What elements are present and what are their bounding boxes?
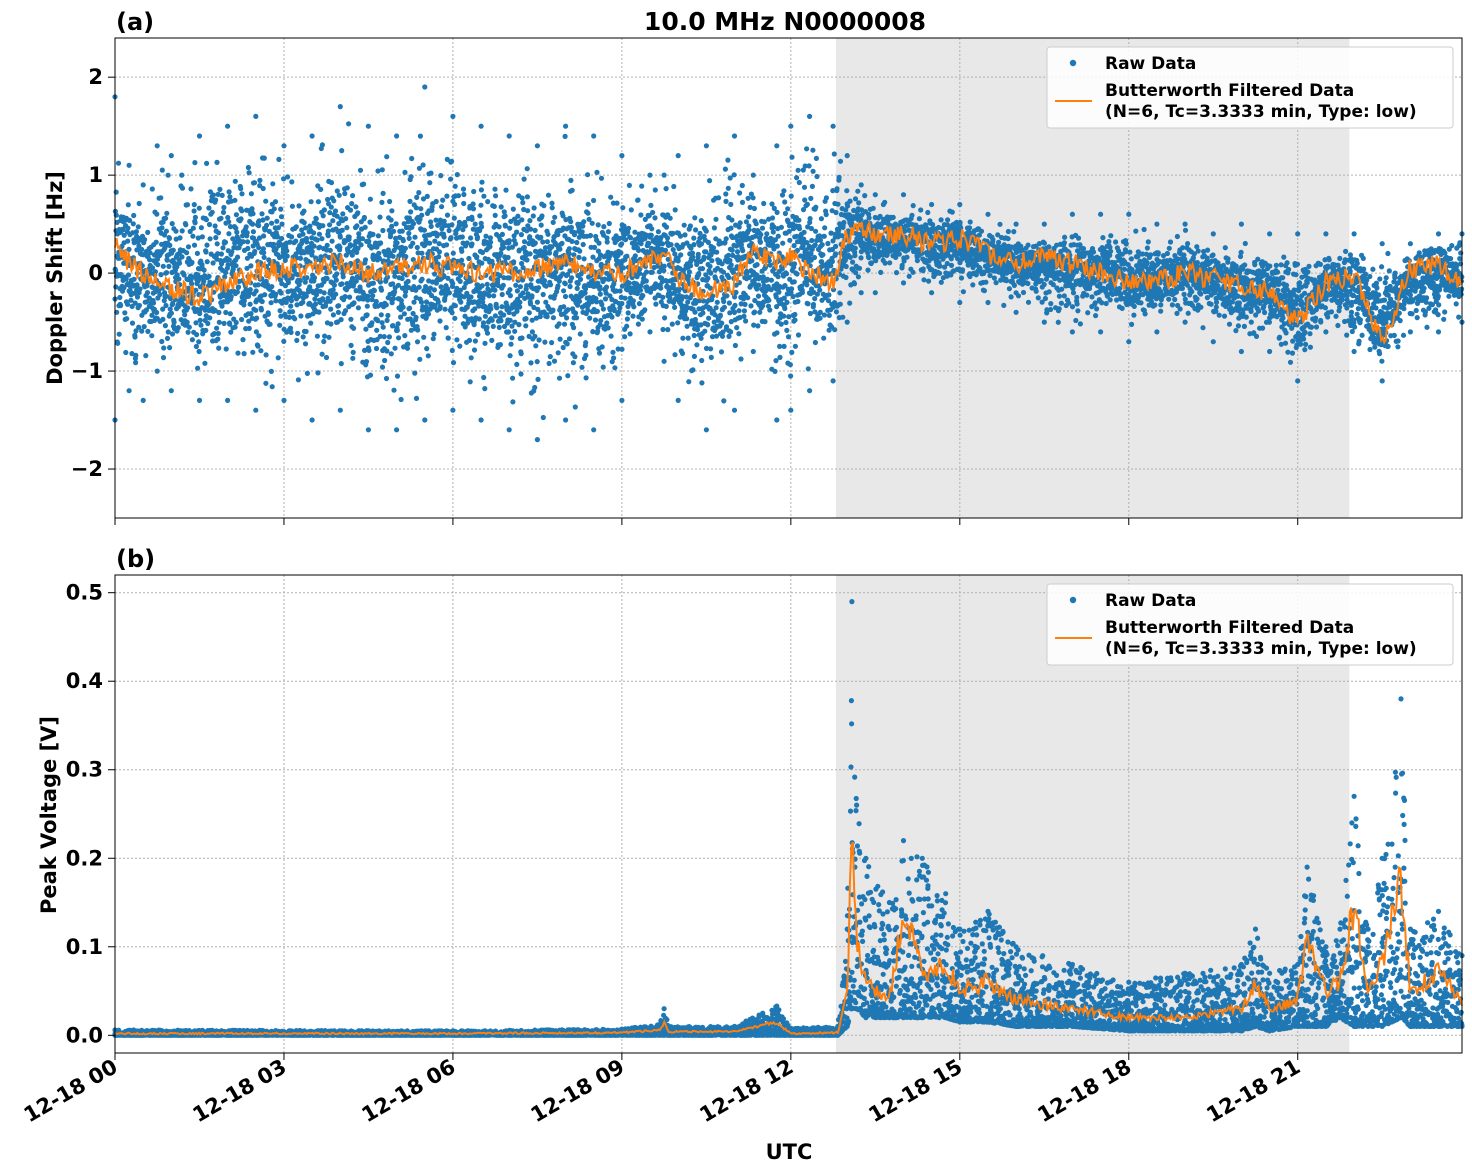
figure-title: 10.0 MHz N0000008 [644, 7, 926, 36]
panel-a-legend-filtered-label-line2: (N=6, Tc=3.3333 min, Type: low) [1105, 102, 1417, 122]
panel-b-legend: Raw Data Butterworth Filtered Data (N=6,… [1046, 583, 1454, 666]
panel-a-filtered-line [114, 219, 1463, 345]
y-tick-label: 2 [88, 65, 103, 89]
panel-a-legend-raw-label: Raw Data [1105, 54, 1196, 74]
panel-b-filtered-line [114, 841, 1463, 1036]
y-tick-label: −1 [71, 359, 103, 383]
panel-a-label: (a) [116, 8, 154, 36]
y-tick-label: −2 [71, 457, 103, 481]
panel-a-legend-raw-marker [1069, 59, 1077, 67]
y-tick-label: 0.3 [66, 758, 103, 782]
panel-b-label: (b) [116, 545, 155, 573]
panel-b-legend-filtered-label-line2: (N=6, Tc=3.3333 min, Type: low) [1105, 639, 1417, 659]
panel-a-ylabel: Doppler Shift [Hz] [43, 171, 67, 385]
y-tick-label: 0.1 [66, 935, 103, 959]
y-tick-label: 0.0 [66, 1023, 103, 1047]
panel-b: 0.00.10.20.30.40.5 12-18 00 12-18 03 12-18… [20, 545, 1465, 1164]
y-tick-label: 1 [88, 163, 103, 187]
panel-a-y-ticks: −2 −1 0 1 2 [71, 65, 115, 481]
panel-a-x-ticks [114, 518, 1299, 525]
panel-b-legend-raw-label: Raw Data [1105, 591, 1196, 611]
panel-b-x-ticks: 12-18 00 12-18 03 12-18 06 12-18 09 12-18 12… [20, 1053, 1304, 1128]
x-tick-label: 12-18 06 [358, 1055, 460, 1128]
panel-a-frame [114, 37, 1463, 519]
x-tick-label: 12-18 00 [20, 1055, 122, 1128]
x-tick-label: 12-18 21 [1202, 1055, 1304, 1128]
x-tick-label: 12-18 15 [864, 1055, 966, 1128]
y-tick-label: 0 [88, 261, 103, 285]
x-tick-label: 12-18 09 [527, 1055, 629, 1128]
panel-a-legend: Raw Data Butterworth Filtered Data (N=6,… [1046, 46, 1454, 129]
panel-a-legend-filtered-label-line1: Butterworth Filtered Data [1105, 81, 1354, 101]
panel-b-legend-raw-marker [1069, 596, 1077, 604]
panel-b-frame [114, 574, 1463, 1054]
panel-b-y-ticks: 0.0 0.1 0.2 0.3 0.4 0.5 [66, 581, 115, 1047]
panel-a-legend-box [1046, 46, 1454, 129]
x-tick-label: 12-18 18 [1033, 1055, 1135, 1128]
y-tick-label: 0.2 [66, 846, 103, 870]
x-tick-label: 12-18 12 [696, 1055, 798, 1128]
y-tick-label: 0.4 [66, 669, 103, 693]
panel-b-legend-filtered-label-line1: Butterworth Filtered Data [1105, 618, 1354, 638]
y-tick-label: 0.5 [66, 581, 103, 605]
x-tick-label: 12-18 03 [189, 1055, 291, 1128]
panel-b-ylabel: Peak Voltage [V] [37, 716, 61, 914]
panel-b-legend-box [1046, 583, 1454, 666]
x-axis-label: UTC [766, 1140, 813, 1164]
panel-a: −2 −1 0 1 2 (a) 10.0 MHz N0000008 Doppler Sh… [43, 7, 1465, 525]
